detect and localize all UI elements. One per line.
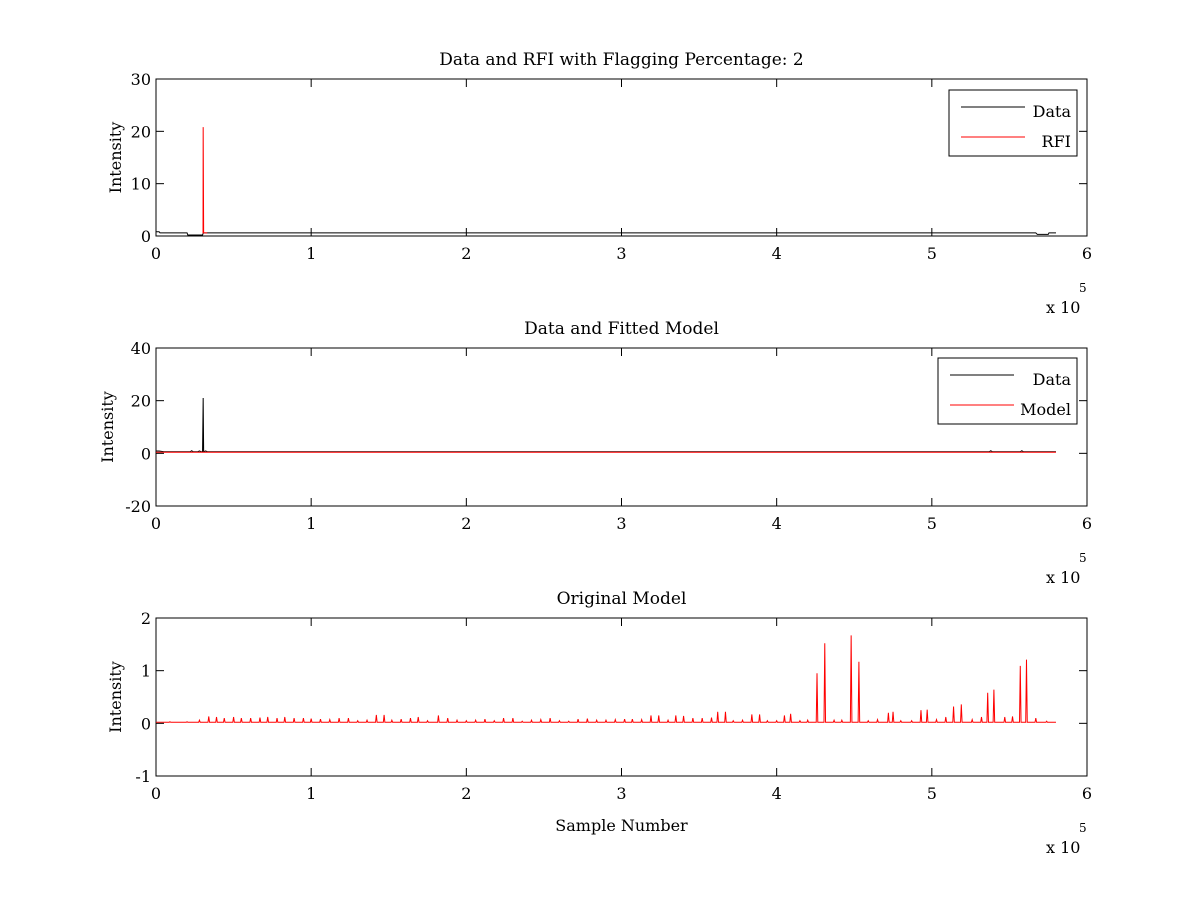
x-axis-label: Sample Number	[555, 816, 688, 835]
y-tick-label: 2	[141, 609, 151, 628]
legend: Data Model	[937, 357, 1078, 425]
x-tick-label: 2	[461, 244, 471, 263]
x-exponent-power: 5	[1079, 551, 1087, 565]
x-tick-label: 1	[306, 244, 316, 263]
legend-box	[948, 89, 1078, 157]
y-tick-label: 0	[141, 227, 151, 246]
series-line-rfi	[202, 127, 208, 234]
x-exponent-base: x 10	[1046, 298, 1080, 317]
legend-entry: Data	[1033, 102, 1072, 121]
x-tick-label: 1	[306, 514, 316, 533]
legend-box	[937, 357, 1078, 425]
y-tick-label: 0	[141, 444, 151, 463]
y-tick-label: 0	[141, 714, 151, 733]
y-axis-label: Intensity	[98, 391, 117, 463]
x-tick-label: 0	[151, 514, 161, 533]
x-tick-label: 5	[927, 784, 937, 803]
legend: Data RFI	[948, 89, 1078, 157]
legend-entry: Data	[1033, 370, 1072, 389]
x-tick-label: 2	[461, 514, 471, 533]
x-tick-label: 5	[927, 244, 937, 263]
x-tick-label: 0	[151, 784, 161, 803]
axes-box	[155, 347, 1088, 507]
series-line-data	[156, 398, 1056, 453]
y-tick-label: 30	[131, 70, 151, 89]
legend-entry: Model	[1020, 400, 1071, 419]
chart-title: Original Model	[557, 589, 687, 609]
y-tick-label: 10	[131, 175, 151, 194]
series-line-model	[156, 635, 1056, 723]
chart-title: Data and Fitted Model	[524, 319, 719, 339]
y-tick-label: 20	[131, 122, 151, 141]
axes-box	[155, 78, 1088, 237]
x-tick-label: 4	[772, 244, 782, 263]
x-tick-label: 3	[616, 514, 626, 533]
x-tick-label: 5	[927, 514, 937, 533]
x-tick-label: 6	[1082, 244, 1092, 263]
x-tick-label: 3	[616, 244, 626, 263]
legend-entry: RFI	[1042, 132, 1071, 151]
x-tick-label: 4	[772, 784, 782, 803]
axes-box	[155, 617, 1088, 777]
y-axis-label: Intensity	[106, 661, 125, 733]
x-tick-label: 6	[1082, 784, 1092, 803]
x-tick-label: 0	[151, 244, 161, 263]
y-tick-label: -1	[135, 767, 151, 786]
y-tick-label: 40	[131, 339, 151, 358]
x-exponent-power: 5	[1079, 821, 1087, 835]
x-tick-label: 6	[1082, 514, 1092, 533]
x-tick-label: 4	[772, 514, 782, 533]
y-tick-label: -20	[125, 497, 151, 516]
x-exponent-base: x 10	[1046, 568, 1080, 587]
subplot-1: 0 1 2 3 4 5 6 0 10 20 30 x 10 5 Data and RFI with Fla…	[106, 50, 1092, 317]
y-tick-label: 1	[141, 662, 151, 681]
x-tick-label: 1	[306, 784, 316, 803]
y-axis-label: Intensity	[106, 122, 125, 194]
x-exponent-base: x 10	[1046, 838, 1080, 857]
x-tick-label: 3	[616, 784, 626, 803]
x-tick-label: 2	[461, 784, 471, 803]
chart-title: Data and RFI with Flagging Percentage: 2	[439, 50, 803, 70]
y-tick-label: 20	[131, 392, 151, 411]
x-exponent-power: 5	[1079, 281, 1087, 295]
